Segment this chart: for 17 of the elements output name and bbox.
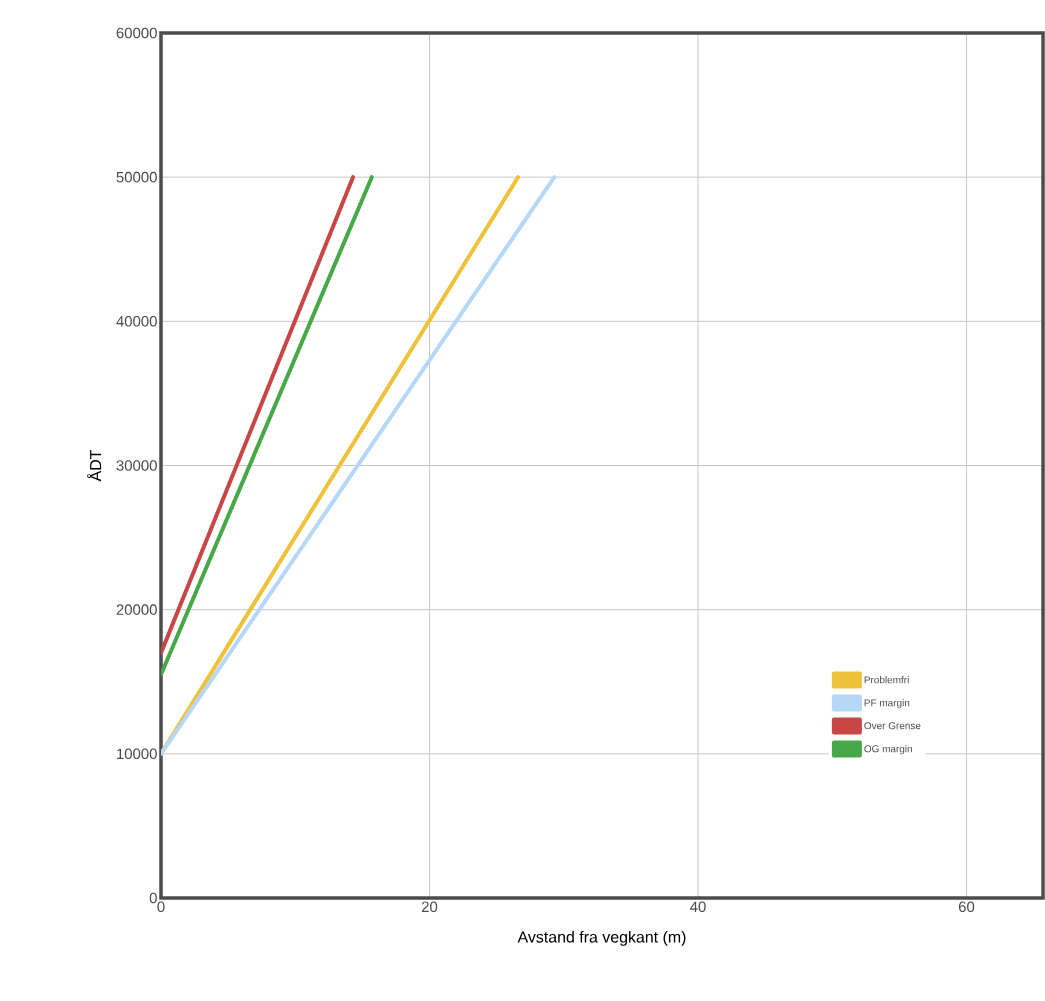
y-tick-label: 30000 <box>116 460 157 471</box>
x-tick-label: 60 <box>958 901 975 913</box>
y-axis-title: ÅDT <box>87 449 102 482</box>
legend-label: Problemfri <box>864 676 909 684</box>
x-axis-title: Avstand fra vegkant (m) <box>517 930 686 946</box>
y-tick-label: 50000 <box>116 171 157 183</box>
y-tick-label: 10000 <box>117 748 157 760</box>
legend-label: PF margin <box>864 699 910 709</box>
y-tick-label: 0 <box>149 892 157 904</box>
x-tick-label: 0 <box>157 901 165 913</box>
y-tick-label: 20000 <box>116 604 157 615</box>
legend-label: OG margin <box>864 745 912 755</box>
legend-label: Over Grense <box>864 722 921 730</box>
x-tick-label: 20 <box>421 901 438 913</box>
x-tick-label: 40 <box>690 901 706 913</box>
y-tick-label: 60000 <box>116 27 157 39</box>
y-tick-label: 40000 <box>116 316 157 327</box>
